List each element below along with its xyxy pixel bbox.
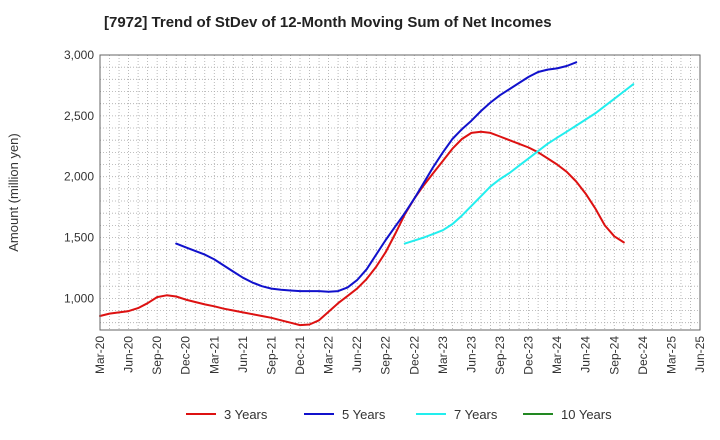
x-tick-label: Sep-22	[379, 336, 393, 375]
x-tick-label: Mar-24	[550, 336, 564, 374]
y-tick-labels: 1,000 1,500 2,000 2,500 3,000	[64, 48, 94, 305]
x-tick-label: Jun-25	[693, 336, 707, 373]
y-tick-label: 2,500	[64, 109, 94, 123]
x-tick-label: Mar-23	[436, 336, 450, 374]
x-tick-label: Mar-25	[664, 336, 678, 374]
x-tick-label: Dec-23	[522, 336, 536, 375]
x-tick-label: Dec-20	[179, 336, 193, 375]
y-tick-label: 1,000	[64, 291, 94, 305]
series-line-3	[403, 83, 635, 245]
x-tick-label: Sep-23	[493, 336, 507, 375]
y-tick-label: 3,000	[64, 48, 94, 62]
series-line-1	[99, 130, 625, 327]
x-tick-label: Jun-24	[579, 336, 593, 373]
x-tick-label: Dec-21	[293, 336, 307, 375]
legend-label: 10 Years	[561, 407, 612, 422]
x-tick-labels: Mar-20 Jun-20 Sep-20 Dec-20 Mar-21 Jun-21 Sep-…	[93, 336, 707, 375]
legend-label: 5 Years	[342, 407, 386, 422]
x-tick-label: Dec-24	[636, 336, 650, 375]
x-tick-label: Mar-22	[322, 336, 336, 374]
x-tick-label: Sep-20	[150, 336, 164, 375]
x-tick-label: Jun-22	[350, 336, 364, 373]
x-tick-label: Sep-24	[607, 336, 621, 375]
x-tick-label: Dec-22	[407, 336, 421, 375]
y-tick-label: 2,000	[64, 170, 94, 184]
x-tick-label: Jun-20	[122, 336, 136, 373]
x-tick-label: Jun-21	[236, 336, 250, 373]
series-layer	[99, 61, 635, 327]
x-tick-label: Sep-21	[264, 336, 278, 375]
x-tick-label: Jun-23	[464, 336, 478, 373]
series-line-2	[175, 61, 578, 293]
plot-border	[99, 54, 701, 331]
x-tick-label: Mar-20	[93, 336, 107, 374]
y-tick-label: 1,500	[64, 231, 94, 245]
legend: 3 Years 5 Years 7 Years 10 Years	[186, 407, 612, 422]
legend-label: 3 Years	[224, 407, 268, 422]
chart-title: [7972] Trend of StDev of 12-Month Moving…	[104, 14, 552, 31]
x-tick-label: Mar-21	[207, 336, 221, 374]
legend-label: 7 Years	[454, 407, 498, 422]
y-axis-title: Amount (million yen)	[6, 133, 21, 252]
grid-layer	[100, 55, 700, 330]
